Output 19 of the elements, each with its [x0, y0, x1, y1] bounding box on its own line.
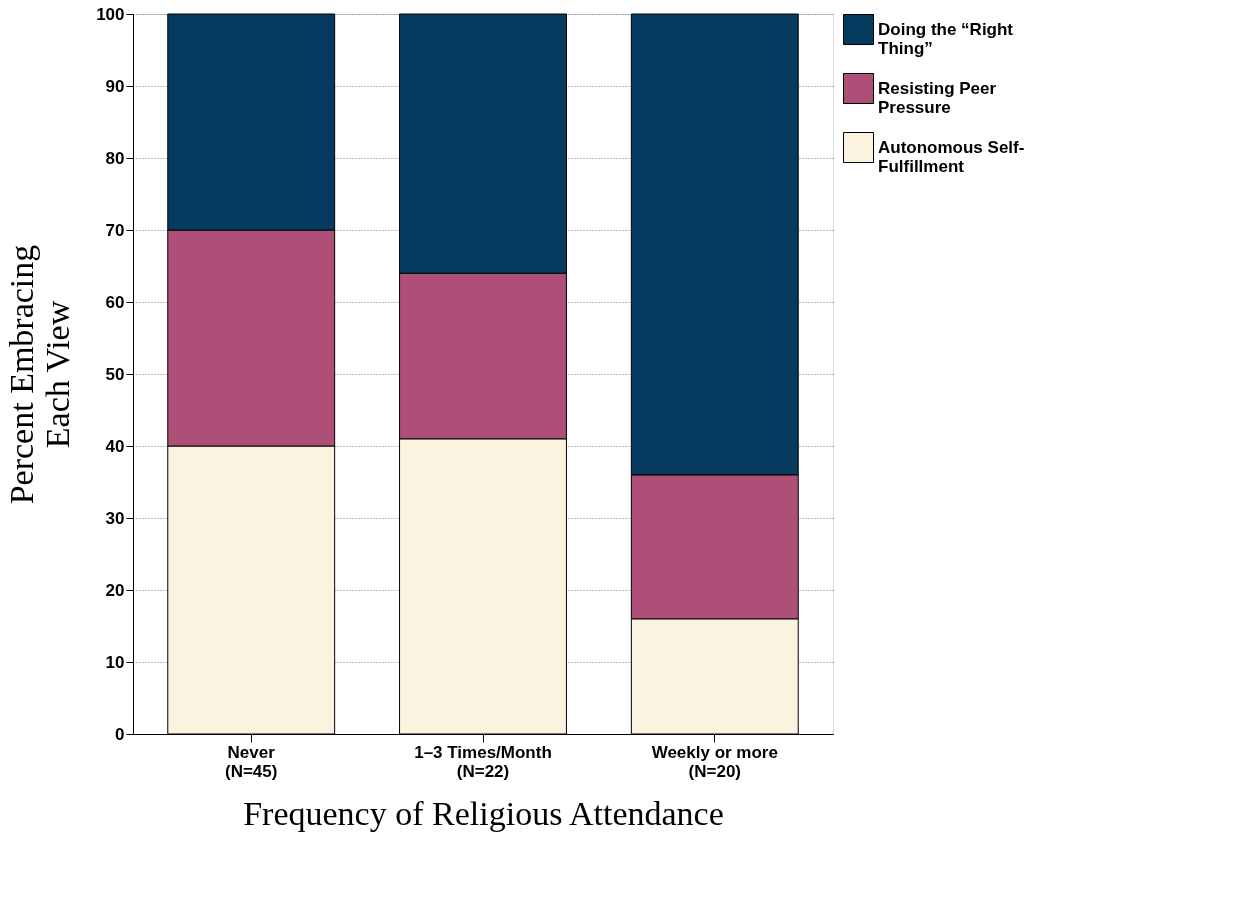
- y-tick-label: 30: [105, 508, 125, 528]
- y-tick-label: 0: [115, 724, 125, 744]
- legend-label: Doing the “Right Thing”: [878, 19, 1014, 58]
- y-tick-label: 90: [105, 76, 125, 96]
- legend-label: Resisting Peer Pressure: [878, 78, 997, 117]
- y-tick-label: 60: [105, 292, 125, 312]
- x-axis-title: Frequency of Religious Attendance: [243, 794, 724, 832]
- y-tick-label: 50: [105, 364, 125, 384]
- x-tick-label: Weekly or more (N=20): [651, 742, 778, 781]
- y-tick-label: 20: [105, 580, 125, 600]
- y-tick-label: 100: [96, 4, 125, 24]
- x-tick-label: Never (N=45): [224, 742, 278, 781]
- y-tick-label: 70: [105, 220, 125, 240]
- y-tick-label: 40: [105, 436, 125, 456]
- x-tick-label: 1–3 Times/Month (N=22): [414, 742, 552, 781]
- y-axis-title: Percent Embracing Each View: [3, 244, 77, 505]
- y-tick-label: 10: [105, 652, 125, 672]
- y-tick-label: 80: [105, 148, 125, 168]
- legend-label: Autonomous Self-Fulfillment: [878, 137, 1025, 176]
